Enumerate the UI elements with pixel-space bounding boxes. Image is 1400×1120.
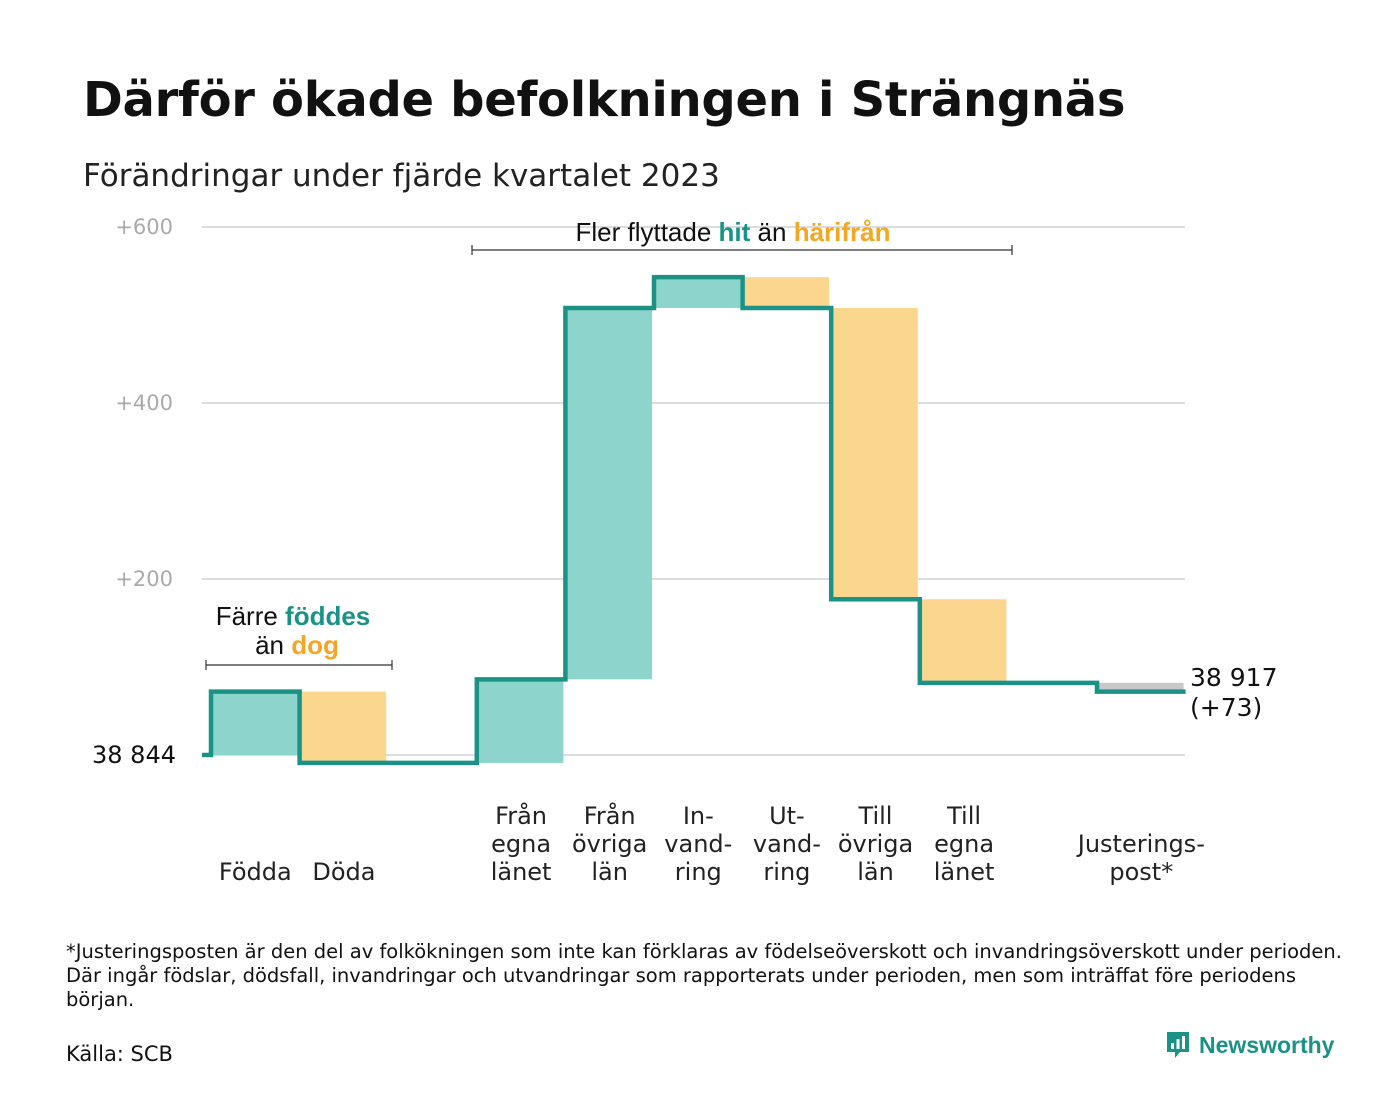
category-label-justering: Justerings-	[1076, 830, 1205, 858]
category-label-till-egna: egna	[934, 830, 994, 858]
category-label-till-ovriga: Till	[858, 802, 893, 830]
category-label-fran-ovriga: län	[591, 858, 628, 886]
bar-fran-ovriga	[567, 307, 652, 680]
bar-till-egna	[921, 599, 1007, 683]
end-change-label: (+73)	[1190, 693, 1262, 722]
annotation-text: Färre	[216, 601, 285, 631]
bar-doda	[301, 691, 387, 763]
annotation-bracket-births	[205, 660, 393, 670]
y-tick-label: +200	[115, 567, 173, 591]
annotation-highlight-born: föddes	[285, 601, 370, 631]
annotation-moves: Fler flyttade hit än härifrån	[575, 217, 890, 247]
start-value-label: 38 844	[92, 741, 176, 769]
category-label-fran-ovriga: övriga	[572, 830, 647, 858]
category-label-utvandring: Ut-	[769, 802, 805, 830]
category-label-fran-ovriga: Från	[584, 801, 636, 830]
category-label-utvandring: ring	[763, 858, 810, 886]
category-label-till-egna: länet	[934, 858, 995, 886]
category-label-invandring: vand-	[664, 830, 732, 858]
category-label-fodda: Födda	[219, 858, 292, 886]
bar-utvandring	[744, 277, 830, 308]
annotation-bracket-moves	[471, 245, 1013, 255]
annotation-text: än	[255, 630, 291, 660]
bar-fran-egna	[478, 679, 564, 763]
category-label-justering: post*	[1109, 858, 1173, 886]
brand-name: Newsworthy	[1199, 1031, 1335, 1058]
y-tick-label: +600	[115, 215, 173, 239]
bar-till-ovriga	[833, 307, 918, 600]
newsworthy-icon	[1167, 1032, 1189, 1058]
source-label: Källa: SCB	[66, 1042, 173, 1066]
bars	[213, 277, 1184, 763]
annotation-highlight-away: härifrån	[794, 217, 891, 247]
category-label-invandring: ring	[675, 858, 722, 886]
category-label-till-ovriga: övriga	[838, 830, 913, 858]
category-label-till-ovriga: län	[857, 858, 894, 886]
category-label-fran-egna: Från	[495, 801, 547, 830]
annotation-highlight-here: hit	[719, 217, 751, 247]
annotation-text: än	[750, 217, 793, 247]
bar-invandring	[656, 277, 741, 308]
brand-logo: Newsworthy	[1165, 1030, 1334, 1060]
running-total-polyline	[202, 274, 1186, 766]
annotation-text: Fler flyttade	[575, 217, 718, 247]
running-total-line	[202, 274, 1186, 766]
labels: Födda DödaFrånegnalänetFrånövrigalänIn-va…	[92, 217, 1277, 886]
end-value-label: 38 917	[1190, 663, 1277, 692]
bar-fodda	[213, 691, 298, 755]
category-label-fran-egna: egna	[491, 830, 551, 858]
annotation-highlight-died: dog	[291, 630, 339, 660]
category-label-utvandring: vand-	[753, 830, 821, 858]
category-label-invandring: In-	[683, 802, 714, 830]
annotation-births-line2: än dog	[255, 630, 339, 660]
footnote: *Justeringsposten är den del av folkökni…	[66, 940, 1342, 1011]
chart-title: Därför ökade befolkningen i Strängnäs	[83, 72, 1126, 128]
chart-subtitle: Förändringar under fjärde kvartalet 2023	[83, 158, 720, 194]
y-tick-label: +400	[115, 391, 173, 415]
category-label-till-egna: Till	[946, 802, 981, 830]
category-label-fran-egna: länet	[491, 858, 552, 886]
category-label-doda: Döda	[312, 858, 375, 886]
bar-justering	[1099, 682, 1184, 692]
annotation-births-line1: Färre föddes	[216, 601, 371, 631]
